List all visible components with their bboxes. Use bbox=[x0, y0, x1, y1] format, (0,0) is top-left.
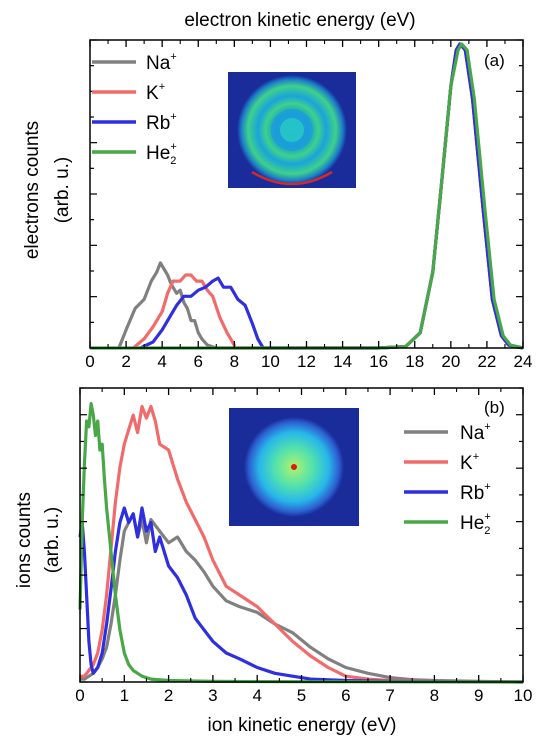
svg-text:ions counts: ions counts bbox=[14, 492, 35, 588]
panel-b-xlabel: ion kinetic energy (eV) bbox=[207, 715, 396, 736]
panel-a-xtick-label: 4 bbox=[157, 352, 166, 371]
panel-b-xtick-label: 7 bbox=[385, 686, 394, 705]
panel-b-xtick-label: 5 bbox=[297, 686, 306, 705]
panel-b-series-na-line bbox=[80, 512, 524, 684]
svg-text:electrons counts: electrons counts bbox=[22, 121, 43, 259]
panel-b-inset-image bbox=[229, 408, 359, 526]
panel-a-legend-label-k: K+ bbox=[146, 81, 165, 104]
panel-a-xtick-label: 0 bbox=[85, 352, 94, 371]
panel-a-ylabel: electrons counts (arb. u.) bbox=[22, 121, 73, 259]
panel-b-label: (b) bbox=[484, 398, 505, 417]
panel-b-xtick-label: 4 bbox=[252, 686, 261, 705]
panel-b-legend-label-he: He2+ bbox=[460, 511, 491, 537]
panel-a-xtick-label: 20 bbox=[441, 352, 460, 371]
panel-a-xtick-label: 22 bbox=[477, 352, 496, 371]
panel-a-xtick-label: 14 bbox=[333, 352, 352, 371]
panel-a-xtick-label: 24 bbox=[514, 352, 533, 371]
panel-a-xtick-label: 16 bbox=[369, 352, 388, 371]
panel-a-xtick-label: 18 bbox=[405, 352, 424, 371]
panel-a-xtick-label: 10 bbox=[261, 352, 280, 371]
panel-a-xlabel: electron kinetic energy (eV) bbox=[184, 10, 415, 31]
panel-b-legend-label-k: K+ bbox=[460, 451, 479, 474]
panel-a-xtick-label: 2 bbox=[121, 352, 130, 371]
panel-b-legend-label-rb: Rb+ bbox=[460, 481, 491, 504]
panel-b: ions counts (arb. u.) 0 1 2 3 4 5 6 7 8 9 10 (b) i… bbox=[14, 387, 533, 736]
panel-a-xtick-label: 8 bbox=[230, 352, 239, 371]
panel-a-legend: Na+ K+ Rb+ He2+ bbox=[92, 51, 177, 167]
panel-b-xtick-label: 10 bbox=[514, 686, 533, 705]
panel-a-legend-label-rb: Rb+ bbox=[146, 111, 177, 134]
panel-a-ylabel-units: (arb. u.) bbox=[52, 157, 73, 224]
panel-b-lines bbox=[78, 402, 524, 684]
panel-b-xtick-label: 3 bbox=[208, 686, 217, 705]
panel-b-legend: Na+ K+ Rb+ He2+ bbox=[404, 421, 491, 537]
panel-b-series-rb-line bbox=[78, 506, 524, 684]
panel-b-xtick-label: 2 bbox=[164, 686, 173, 705]
panel-b-series-he-line bbox=[78, 402, 524, 684]
panel-b-series-k-line bbox=[80, 404, 524, 684]
panel-a-legend-label-he: He2+ bbox=[146, 141, 177, 167]
panel-b-axes: 0 1 2 3 4 5 6 7 8 9 10 bbox=[75, 387, 533, 705]
panel-a-xtick-label: 6 bbox=[194, 352, 203, 371]
panel-a-xtick-label: 12 bbox=[297, 352, 316, 371]
panel-a-lines bbox=[90, 42, 524, 350]
panel-b-ylabel: ions counts (arb. u.) bbox=[14, 492, 63, 588]
panel-b-ylabel-units: (arb. u.) bbox=[42, 507, 63, 574]
panel-a-series-rb-line bbox=[139, 42, 524, 350]
panel-a-label: (a) bbox=[484, 51, 505, 70]
panel-a-legend-label-na: Na+ bbox=[146, 51, 177, 74]
panel-a-series-he-line bbox=[90, 42, 524, 350]
panel-b-xtick-label: 8 bbox=[430, 686, 439, 705]
panel-b-xtick-label: 0 bbox=[75, 686, 84, 705]
panel-b-xtick-label: 9 bbox=[474, 686, 483, 705]
panel-b-legend-label-na: Na+ bbox=[460, 421, 491, 444]
panel-b-xtick-label: 6 bbox=[341, 686, 350, 705]
panel-a: electron kinetic energy (eV) electrons c… bbox=[22, 10, 532, 371]
panel-b-xtick-label: 1 bbox=[120, 686, 129, 705]
panel-a-inset-image bbox=[228, 72, 356, 188]
panel-a-axes: 0 2 4 6 8 10 12 14 16 18 20 22 24 bbox=[85, 39, 533, 371]
